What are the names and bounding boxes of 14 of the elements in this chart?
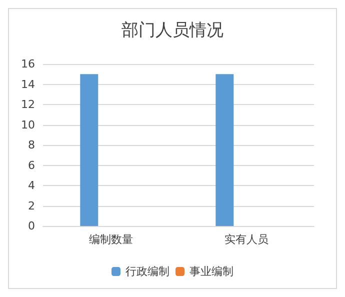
y-tick-label: 2 <box>28 199 35 212</box>
x-tick-label: 实有人员 <box>224 233 268 246</box>
y-tick-label: 6 <box>28 158 35 172</box>
y-tick-label: 0 <box>28 220 35 232</box>
legend-label: 事业编制 <box>190 265 234 278</box>
y-tick-label: 4 <box>28 179 35 192</box>
x-tick-label: 编制数量 <box>88 233 133 246</box>
y-tick-label: 16 <box>21 58 35 70</box>
y-tick-label: 12 <box>21 98 35 111</box>
y-tick-label: 8 <box>28 138 35 152</box>
y-tick-label: 10 <box>21 118 35 132</box>
y-tick-label: 14 <box>21 78 35 91</box>
chart-title: 部门人员情况 <box>122 20 224 40</box>
legend-label: 行政编制 <box>126 265 170 278</box>
